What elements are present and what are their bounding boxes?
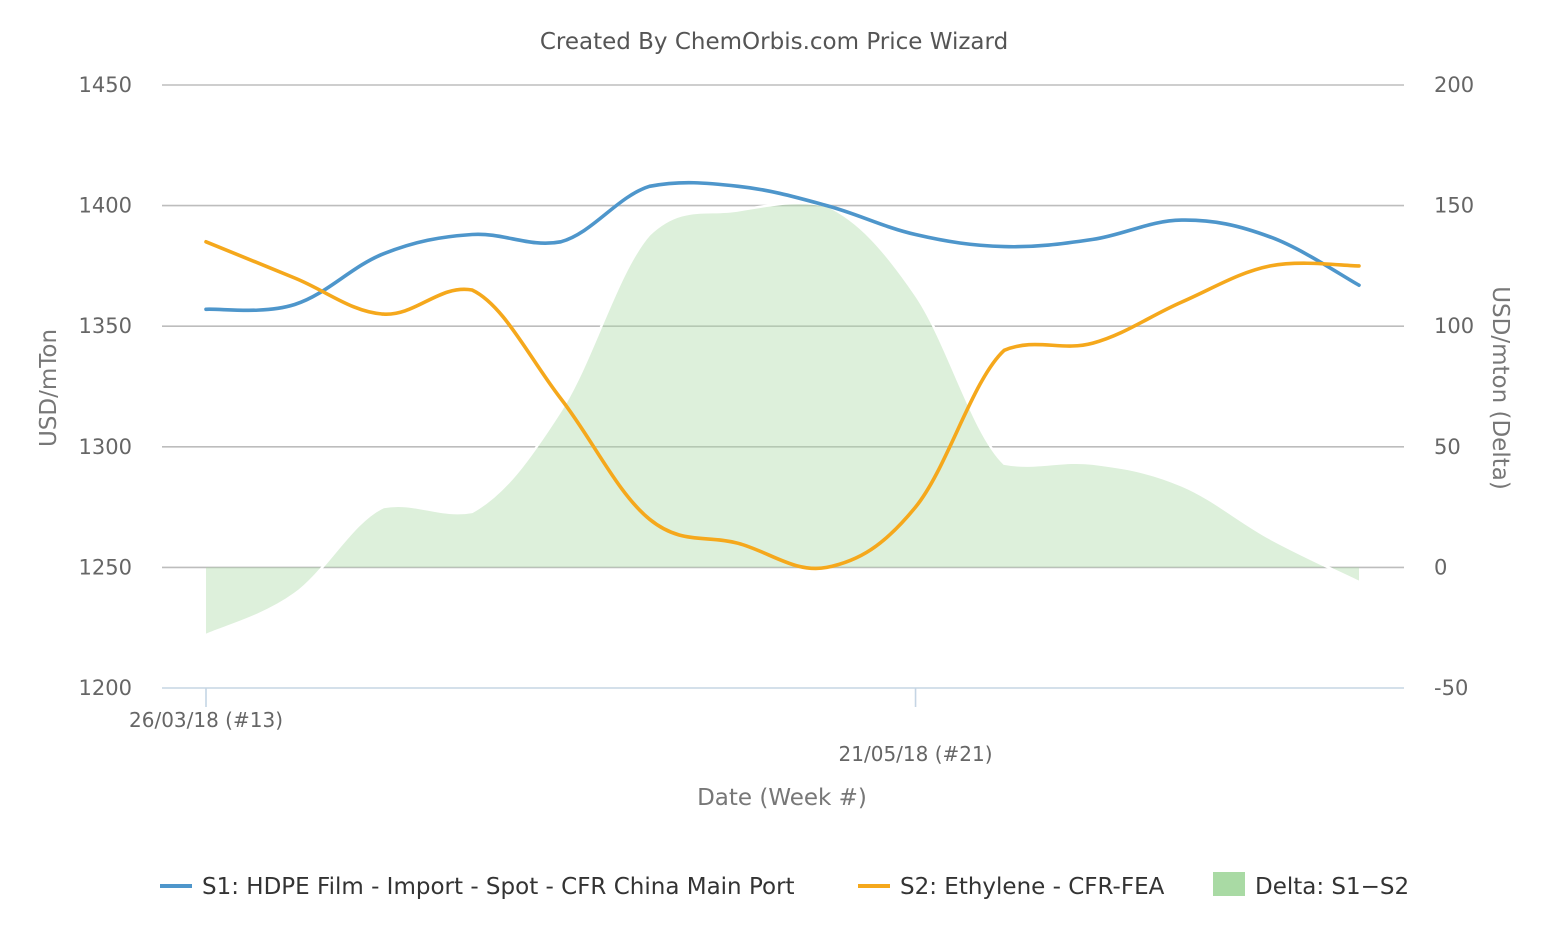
gridlines xyxy=(162,84,1404,569)
legend: S1: HDPE Film - Import - Spot - CFR Chin… xyxy=(160,872,1409,900)
legend-label-s1: S1: HDPE Film - Import - Spot - CFR Chin… xyxy=(202,874,795,900)
y-axis-label: USD/mTon xyxy=(36,329,62,447)
y2-axis-label: USD/mton (Delta) xyxy=(1487,286,1513,490)
delta-area xyxy=(206,203,1359,635)
legend-label-s2: S2: Ethylene - CFR-FEA xyxy=(900,874,1165,900)
legend-label-delta: Delta: S1−S2 xyxy=(1255,874,1409,900)
x-tick-label: 21/05/18 (#21) xyxy=(839,742,993,766)
axes: 1200 1250 1300 1350 1400 1450 -50 0 50 100 150 200 2… xyxy=(79,73,1475,766)
y2-tick-label: 100 xyxy=(1434,314,1474,338)
legend-item-delta[interactable]: Delta: S1−S2 xyxy=(1213,872,1409,900)
series-lines-layer xyxy=(204,180,1361,571)
y-tick-label: 1450 xyxy=(79,73,132,97)
y2-tick-label: -50 xyxy=(1434,676,1468,700)
chart-title: Created By ChemOrbis.com Price Wizard xyxy=(540,29,1008,55)
x-tick-label: 26/03/18 (#13) xyxy=(129,708,283,732)
y2-tick-label: 0 xyxy=(1434,555,1447,579)
y-tick-label: 1250 xyxy=(79,555,132,579)
series-line-2[interactable] xyxy=(204,240,1361,571)
x-axis-label: Date (Week #) xyxy=(697,785,867,811)
y2-tick-label: 200 xyxy=(1434,73,1474,97)
legend-item-s1[interactable]: S1: HDPE Film - Import - Spot - CFR Chin… xyxy=(160,874,795,900)
legend-swatch-delta xyxy=(1213,872,1245,896)
y2-tick-label: 150 xyxy=(1434,194,1474,218)
y-tick-label: 1200 xyxy=(79,676,132,700)
y-tick-label: 1300 xyxy=(79,435,132,459)
series-line-1[interactable] xyxy=(204,180,1361,313)
legend-item-s2[interactable]: S2: Ethylene - CFR-FEA xyxy=(858,874,1165,900)
y-tick-label: 1400 xyxy=(79,194,132,218)
y-tick-label: 1350 xyxy=(79,314,132,338)
delta-area-edge xyxy=(205,201,1360,636)
y2-tick-label: 50 xyxy=(1434,435,1461,459)
delta-area-layer xyxy=(205,201,1360,636)
